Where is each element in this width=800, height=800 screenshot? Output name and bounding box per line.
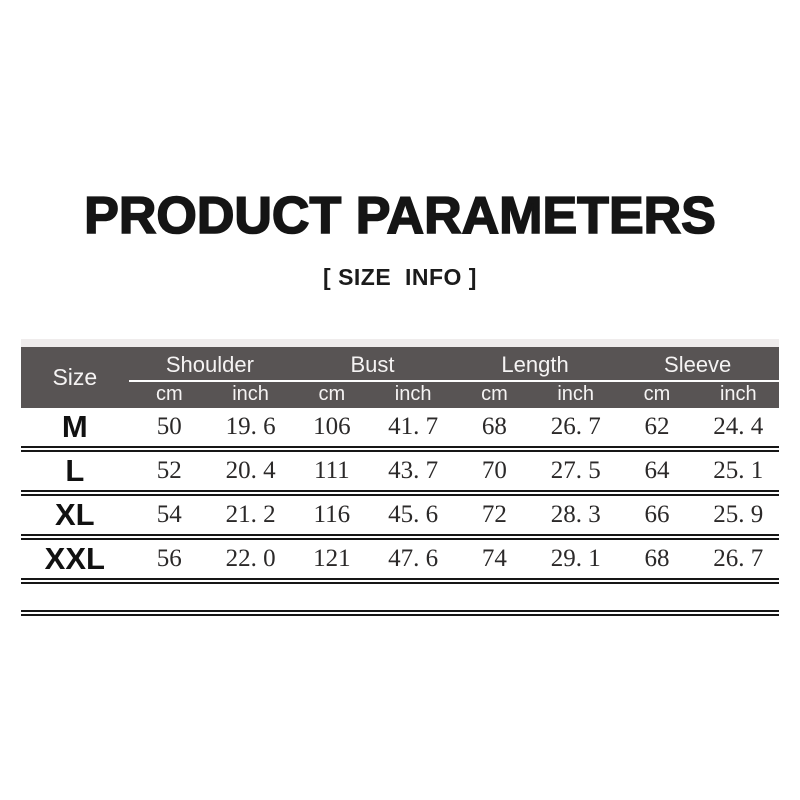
table-top-strip xyxy=(21,339,779,347)
column-group-sleeve: Sleeve xyxy=(616,347,779,382)
column-group-bust: Bust xyxy=(291,347,454,382)
value-cell: 22. 0 xyxy=(209,537,292,584)
table-row-xxl: XXL 56 22. 0 121 47. 6 74 29. 1 68 26. 7 xyxy=(21,537,779,584)
value-cell: 19. 6 xyxy=(209,408,292,452)
value-cell: 20. 4 xyxy=(209,449,292,496)
value-cell: 25. 1 xyxy=(697,449,779,496)
value-cell: 62 xyxy=(616,408,698,452)
value-cell: 26. 7 xyxy=(535,408,617,452)
value-cell: 56 xyxy=(128,537,210,584)
value-cell: 106 xyxy=(291,408,373,452)
column-header-size: Size xyxy=(21,347,129,408)
value-cell: 47. 6 xyxy=(372,537,454,584)
group-header-row: Size Shoulder Bust Length Sleeve xyxy=(21,347,779,408)
empty-cell xyxy=(21,581,779,616)
value-cell: 41. 7 xyxy=(372,408,454,452)
unit-header-length-inch: inch xyxy=(535,381,617,408)
size-chart-header: Size Shoulder Bust Length Sleeve cm inch… xyxy=(21,347,779,408)
value-cell: 121 xyxy=(291,537,373,584)
value-cell: 24. 4 xyxy=(697,408,779,452)
unit-header-row: cm inch cm inch cm inch cm inch xyxy=(21,381,779,408)
size-chart: Size Shoulder Bust Length Sleeve cm inch… xyxy=(21,339,779,616)
value-cell: 74 xyxy=(453,537,536,584)
value-cell: 26. 7 xyxy=(697,537,779,584)
unit-header-bust-cm: cm xyxy=(291,381,373,408)
value-cell: 50 xyxy=(128,408,210,452)
column-group-shoulder: Shoulder xyxy=(128,347,292,382)
size-cell: L xyxy=(21,449,129,496)
value-cell: 68 xyxy=(616,537,698,584)
unit-header-bust-inch: inch xyxy=(372,381,454,408)
value-cell: 68 xyxy=(453,408,536,452)
column-group-length: Length xyxy=(453,347,617,382)
size-chart-table: Size Shoulder Bust Length Sleeve cm inch… xyxy=(21,347,779,616)
value-cell: 29. 1 xyxy=(535,537,617,584)
value-cell: 66 xyxy=(616,493,698,540)
table-row-l: L 52 20. 4 111 43. 7 70 27. 5 64 25. 1 xyxy=(21,449,779,496)
value-cell: 28. 3 xyxy=(535,493,617,540)
size-info-subtitle: [ SIZE INFO ] xyxy=(323,264,477,290)
unit-header-sleeve-cm: cm xyxy=(616,381,698,408)
value-cell: 64 xyxy=(616,449,698,496)
size-cell: XXL xyxy=(21,537,129,584)
value-cell: 116 xyxy=(291,493,373,540)
page-title: PRODUCT PARAMETERS xyxy=(83,187,716,245)
value-cell: 111 xyxy=(291,449,373,496)
unit-header-shoulder-cm: cm xyxy=(128,381,210,408)
size-cell: XL xyxy=(21,493,129,540)
table-row-m: M 50 19. 6 106 41. 7 68 26. 7 62 24. 4 xyxy=(21,408,779,452)
value-cell: 43. 7 xyxy=(372,449,454,496)
value-cell: 27. 5 xyxy=(535,449,617,496)
unit-header-length-cm: cm xyxy=(453,381,536,408)
value-cell: 21. 2 xyxy=(209,493,292,540)
value-cell: 54 xyxy=(128,493,210,540)
table-empty-row xyxy=(21,581,779,616)
value-cell: 52 xyxy=(128,449,210,496)
value-cell: 72 xyxy=(453,493,536,540)
unit-header-shoulder-inch: inch xyxy=(209,381,292,408)
value-cell: 45. 6 xyxy=(372,493,454,540)
size-cell: M xyxy=(21,408,129,452)
value-cell: 70 xyxy=(453,449,536,496)
size-chart-body: M 50 19. 6 106 41. 7 68 26. 7 62 24. 4 L… xyxy=(21,408,779,616)
unit-header-sleeve-inch: inch xyxy=(697,381,779,408)
table-row-xl: XL 54 21. 2 116 45. 6 72 28. 3 66 25. 9 xyxy=(21,493,779,540)
value-cell: 25. 9 xyxy=(697,493,779,540)
